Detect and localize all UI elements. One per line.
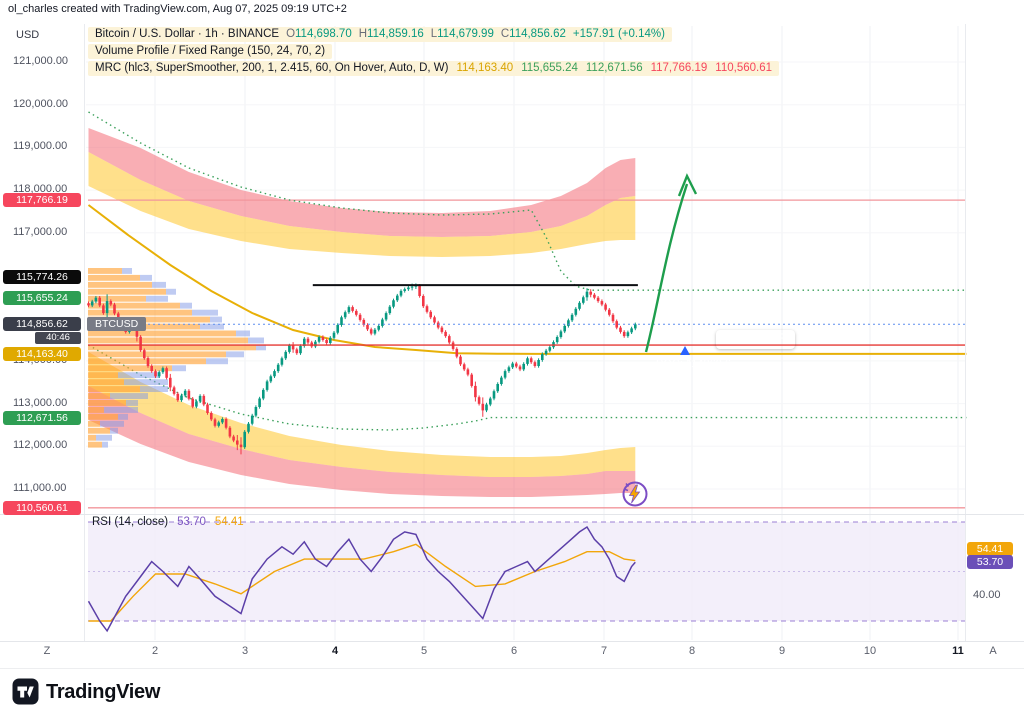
- close-value: 114,856.62: [509, 28, 566, 40]
- time-axis-label: 7: [600, 645, 608, 657]
- price-axis-label: 118,000.00: [13, 183, 68, 196]
- lightning-emoji-drawing[interactable]: [622, 481, 648, 507]
- trend-arrow[interactable]: [644, 173, 698, 353]
- countdown-badge: 40:46: [35, 332, 81, 345]
- legend-symbol-row[interactable]: Bitcoin / U.S. Dollar · 1h · BINANCE O114…: [88, 27, 672, 42]
- rsi-legend-row[interactable]: RSI (14, close) 53.70 54.41: [92, 516, 244, 528]
- mrc-s1-value: 112,671.56: [585, 62, 643, 74]
- check-mtf-button[interactable]: Check MTF: [716, 330, 795, 349]
- time-axis-label: 6: [510, 645, 518, 657]
- price-axis-badge: 115,774.26: [3, 270, 81, 285]
- time-axis-divider: [0, 641, 1024, 642]
- mrc-s2-value: 110,560.61: [715, 62, 772, 74]
- price-axis-label: 121,000.00: [13, 55, 69, 67]
- time-axis-label: A: [989, 645, 997, 657]
- price-axis-label: 112,000.00: [13, 439, 68, 452]
- low-value: 114,679.99: [437, 28, 494, 40]
- high-value: 114,859.16: [367, 28, 424, 40]
- rsi-ma-value: 54.41: [214, 516, 244, 528]
- high-label: H: [358, 28, 368, 40]
- price-axis-badge: 112,671.56: [3, 410, 81, 425]
- tradingview-wordmark[interactable]: TradingView: [46, 681, 161, 703]
- rsi-ma-badge: 54.41: [967, 541, 1013, 556]
- time-axis-label: 4: [331, 645, 339, 657]
- legend-mrc-row[interactable]: MRC (hlc3, SuperSmoother, 200, 1, 2.415,…: [88, 61, 779, 76]
- rsi-axis-tick-label: 40.00: [973, 589, 1001, 602]
- chart-canvas[interactable]: [0, 0, 1024, 670]
- time-axis-label: 5: [420, 645, 428, 657]
- price-axis-label: 120,000.00: [13, 97, 69, 110]
- credit-line: ol_charles created with TradingView.com,…: [8, 3, 347, 15]
- rsi-value: 53.70: [177, 516, 206, 528]
- right-axis-divider: [965, 24, 966, 641]
- time-axis-label: 9: [778, 645, 786, 657]
- legend-volume-profile-row[interactable]: Volume Profile / Fixed Range (150, 24, 7…: [88, 44, 333, 59]
- rsi-value-badge: 53.70: [967, 555, 1013, 570]
- poc-pointer-icon: [680, 346, 690, 355]
- volume-profile-title: Volume Profile / Fixed Range (150, 24, 7…: [95, 45, 326, 57]
- currency-axis-label[interactable]: USD: [16, 29, 40, 41]
- price-axis-label: 117,000.00: [13, 225, 68, 238]
- time-axis-label: 8: [688, 645, 696, 657]
- low-label: L: [430, 28, 438, 40]
- price-axis-label: 113,000.00: [13, 396, 68, 409]
- time-axis-label: 10: [863, 645, 877, 657]
- tradingview-logo-icon[interactable]: [12, 678, 39, 705]
- price-line-symbol-chip: BTCUSD: [87, 317, 147, 332]
- price-axis-label: 111,000.00: [13, 482, 67, 494]
- close-label: C: [500, 28, 510, 40]
- mrc-r2-value: 117,766.19: [650, 62, 708, 74]
- mrc-r1-value: 115,655.24: [521, 62, 578, 74]
- price-axis-badge: 114,163.40: [3, 346, 81, 361]
- time-axis-label: 11: [952, 645, 964, 657]
- change-value: +157.91 (+0.14%): [572, 28, 665, 40]
- poc-label: POC: 114369.6: [656, 358, 732, 370]
- open-label: O: [286, 28, 296, 40]
- rsi-title: RSI (14, close): [92, 516, 169, 528]
- time-axis-label: Z: [43, 645, 51, 657]
- price-axis-badge: 115,655.24: [3, 291, 81, 306]
- mrc-title: MRC (hlc3, SuperSmoother, 200, 1, 2.415,…: [95, 62, 449, 74]
- price-axis-badge: 110,560.61: [3, 500, 81, 515]
- rsi-panel-divider[interactable]: [0, 514, 1024, 515]
- footer-divider: [0, 668, 1024, 669]
- price-axis-badge: 117,766.19: [3, 193, 81, 208]
- time-axis-label: 2: [151, 645, 159, 657]
- time-axis-label: 3: [241, 645, 249, 657]
- symbol-title: Bitcoin / U.S. Dollar · 1h · BINANCE: [95, 28, 280, 40]
- left-axis-divider: [84, 24, 85, 641]
- price-axis-label: 119,000.00: [13, 140, 68, 153]
- open-value: 114,698.70: [295, 28, 352, 40]
- mrc-median-value: 114,163.40: [456, 62, 514, 74]
- price-axis-badge: 114,856.62: [3, 317, 81, 332]
